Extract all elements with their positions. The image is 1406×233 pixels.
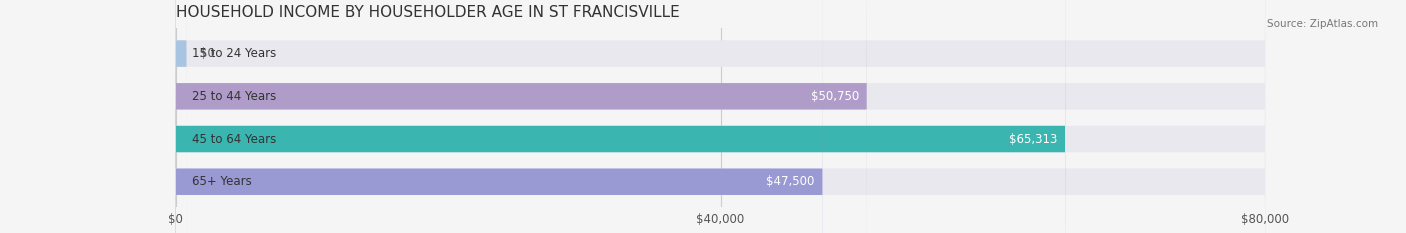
- FancyBboxPatch shape: [176, 0, 1265, 233]
- FancyBboxPatch shape: [176, 0, 1066, 233]
- FancyBboxPatch shape: [176, 0, 1265, 233]
- Text: $47,500: $47,500: [766, 175, 814, 188]
- Text: $65,313: $65,313: [1010, 133, 1057, 146]
- FancyBboxPatch shape: [176, 0, 1265, 233]
- FancyBboxPatch shape: [176, 0, 1265, 233]
- FancyBboxPatch shape: [176, 0, 823, 233]
- Text: $0: $0: [200, 47, 215, 60]
- Text: $50,750: $50,750: [811, 90, 859, 103]
- Text: HOUSEHOLD INCOME BY HOUSEHOLDER AGE IN ST FRANCISVILLE: HOUSEHOLD INCOME BY HOUSEHOLDER AGE IN S…: [176, 5, 679, 20]
- Text: 45 to 64 Years: 45 to 64 Years: [193, 133, 277, 146]
- Text: Source: ZipAtlas.com: Source: ZipAtlas.com: [1267, 19, 1378, 29]
- FancyBboxPatch shape: [176, 0, 187, 233]
- Text: 25 to 44 Years: 25 to 44 Years: [193, 90, 277, 103]
- Text: 65+ Years: 65+ Years: [193, 175, 252, 188]
- FancyBboxPatch shape: [176, 0, 868, 233]
- Text: 15 to 24 Years: 15 to 24 Years: [193, 47, 277, 60]
